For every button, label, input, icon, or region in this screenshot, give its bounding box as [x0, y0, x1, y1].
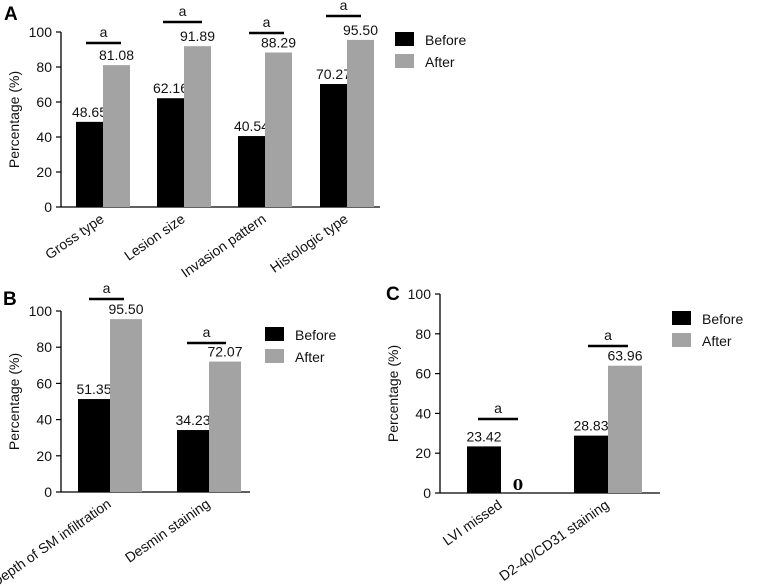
significance-mark: a	[100, 24, 108, 40]
value-label: 63.96	[607, 348, 642, 364]
legend-swatch-before	[672, 311, 691, 325]
value-label: 23.42	[466, 428, 501, 444]
value-label: 91.89	[180, 28, 215, 44]
value-label: 72.07	[207, 344, 242, 360]
y-axis-label: Percentage (%)	[385, 345, 401, 442]
bar-before	[574, 435, 608, 493]
legend-label: After	[425, 54, 455, 70]
legend-label: Before	[702, 311, 743, 327]
bar-before	[238, 136, 265, 207]
y-tick-label: 60	[36, 94, 52, 110]
significance-mark: a	[179, 3, 187, 19]
y-tick-label: 80	[36, 59, 52, 75]
bar-after	[608, 365, 642, 493]
y-tick-label: 80	[36, 339, 52, 355]
bar-after	[110, 319, 142, 492]
y-tick-label: 60	[36, 375, 52, 391]
panel-label: C	[386, 284, 400, 305]
value-label: 95.50	[343, 22, 378, 38]
bar-before	[76, 121, 103, 207]
y-tick-label: 20	[36, 448, 52, 464]
y-tick-label: 20	[415, 445, 431, 461]
significance-mark: a	[604, 327, 612, 343]
category-label: Histologic type	[267, 210, 351, 275]
panel-label: B	[3, 289, 17, 310]
category-label: Desmin staining	[122, 495, 213, 565]
bar-before	[157, 98, 184, 207]
significance-mark: a	[263, 14, 271, 30]
value-label: 51.35	[76, 381, 111, 397]
legend-label: Before	[425, 32, 466, 48]
bar-after	[347, 39, 374, 207]
legend-label: After	[702, 333, 732, 349]
bar-before	[320, 84, 347, 207]
y-tick-label: 0	[423, 485, 431, 501]
y-axis-label: Percentage (%)	[6, 353, 22, 450]
bar-after	[103, 65, 130, 207]
significance-mark: a	[103, 280, 111, 296]
legend-swatch-before	[395, 32, 414, 46]
significance-mark: a	[494, 400, 502, 416]
y-tick-label: 20	[36, 164, 52, 180]
legend-swatch-before	[265, 327, 284, 341]
panel-label: A	[4, 4, 18, 25]
bar-after	[265, 52, 292, 208]
value-label: 70.27	[316, 66, 351, 82]
category-label: Invasion pattern	[178, 210, 269, 280]
y-tick-label: 40	[36, 412, 52, 428]
legend-swatch-after	[395, 54, 414, 68]
bar-before	[78, 399, 110, 492]
bar-before	[177, 430, 209, 492]
bar-after	[184, 46, 211, 207]
y-tick-label: 100	[408, 286, 432, 302]
bar-after	[209, 361, 241, 492]
legend-label: After	[295, 349, 325, 365]
y-tick-label: 0	[44, 484, 52, 500]
significance-mark: a	[203, 324, 211, 340]
value-label: 95.50	[108, 301, 143, 317]
legend-label: Before	[295, 327, 336, 343]
y-axis-label: Percentage (%)	[6, 71, 22, 168]
y-tick-label: 100	[29, 24, 53, 40]
value-label: 28.83	[573, 418, 608, 434]
y-tick-label: 60	[415, 366, 431, 382]
value-label: 34.23	[175, 412, 210, 428]
category-label: Gross type	[42, 210, 107, 262]
significance-mark: a	[340, 0, 348, 13]
bar-before	[467, 446, 501, 493]
legend-swatch-after	[672, 333, 691, 347]
value-label: 0	[513, 476, 523, 494]
category-label: D2-40/CD31 staining	[496, 496, 612, 584]
category-label: Depth of SM infiltration	[0, 495, 114, 585]
value-label: 40.54	[234, 118, 269, 134]
y-tick-label: 40	[415, 405, 431, 421]
category-label: Lesion size	[121, 210, 188, 263]
y-tick-label: 0	[44, 199, 52, 215]
value-label: 88.29	[261, 34, 296, 50]
legend-swatch-after	[265, 349, 284, 363]
y-tick-label: 80	[415, 326, 431, 342]
value-label: 81.08	[99, 47, 134, 63]
value-label: 48.65	[72, 104, 107, 120]
y-tick-label: 40	[36, 129, 52, 145]
value-label: 62.16	[153, 80, 188, 96]
y-tick-label: 100	[29, 303, 53, 319]
category-label: LVI missed	[440, 496, 505, 548]
